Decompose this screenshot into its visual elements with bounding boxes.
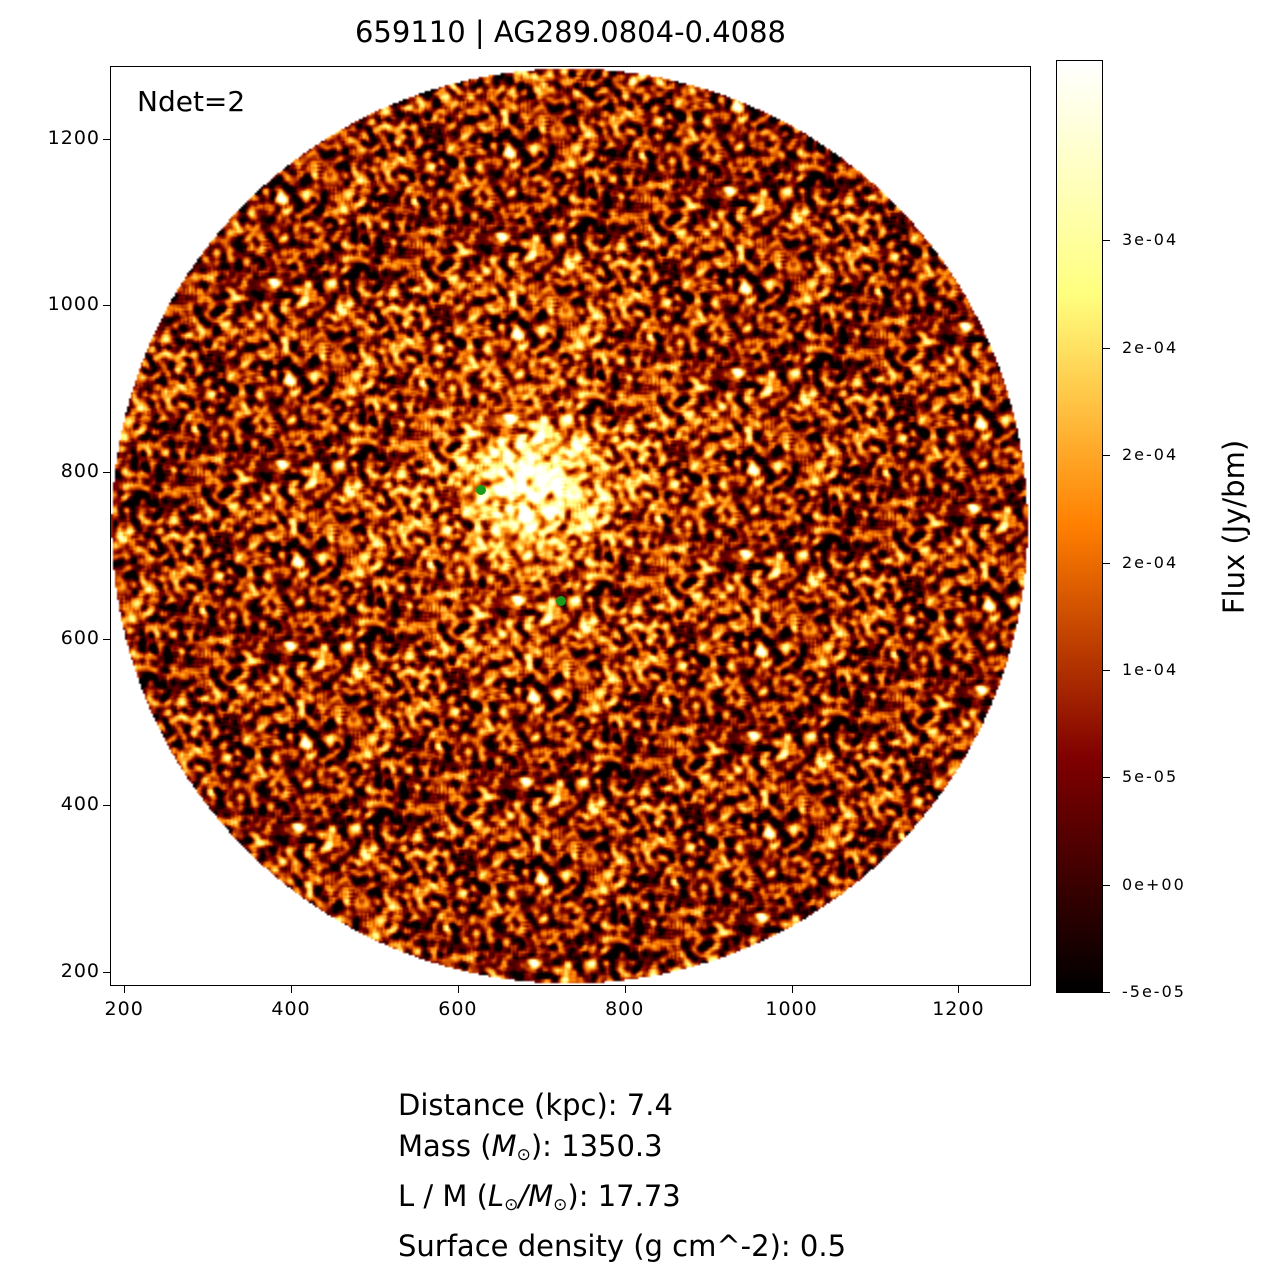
colorbar <box>1056 60 1103 993</box>
y-tick <box>103 138 110 140</box>
y-tick-label: 1200 <box>47 126 100 149</box>
distance-text: Distance (kpc): 7.4 <box>398 1088 673 1122</box>
y-tick-label: 200 <box>60 959 100 982</box>
surface-density-line: Surface density (g cm^-2): 0.5 <box>398 1226 846 1267</box>
x-tick <box>124 986 126 993</box>
mass-value: ): 1350.3 <box>530 1129 663 1163</box>
y-tick-label: 800 <box>60 459 100 482</box>
x-tick <box>291 986 293 993</box>
colorbar-tick-label: -5e-05 <box>1122 982 1186 1001</box>
slash: / <box>518 1179 529 1213</box>
colorbar-tick <box>1103 240 1110 242</box>
distance-line: Distance (kpc): 7.4 <box>398 1085 846 1126</box>
y-tick <box>103 305 110 307</box>
lm-value: ): 17.73 <box>567 1179 681 1213</box>
x-tick-label: 600 <box>438 998 478 1020</box>
sun-symbol: ⊙ <box>504 1195 519 1215</box>
lum-symbol: L <box>487 1179 505 1213</box>
colorbar-tick-label: 3e-04 <box>1122 230 1179 250</box>
colorbar-tick <box>1103 669 1110 671</box>
y-tick <box>103 471 110 473</box>
y-tick <box>103 638 110 640</box>
colorbar-tick-label: 2e-04 <box>1122 552 1179 572</box>
colorbar-tick-label: 2e-04 <box>1122 337 1179 357</box>
colorbar-tick <box>1103 777 1110 779</box>
lm-line: L / M (L⊙/M⊙): 17.73 <box>398 1176 846 1226</box>
x-tick-label: 200 <box>104 998 144 1020</box>
x-tick <box>457 986 459 993</box>
colorbar-tick <box>1103 884 1110 886</box>
y-tick-label: 600 <box>60 626 100 649</box>
colorbar-tick-label: 2e-04 <box>1122 445 1179 465</box>
detection-point <box>555 596 566 607</box>
mass-prefix: Mass ( <box>398 1129 492 1163</box>
sun-symbol: ⊙ <box>516 1145 531 1165</box>
colorbar-tick-label: 5e-05 <box>1122 767 1179 787</box>
x-tick <box>958 986 960 993</box>
surface-density-text: Surface density (g cm^-2): 0.5 <box>398 1229 847 1263</box>
mass-symbol: M <box>491 1129 517 1163</box>
chart-title: 659110 | AG289.0804-0.4088 <box>354 15 787 49</box>
detection-point <box>476 485 487 496</box>
x-tick <box>624 986 626 993</box>
x-tick-label: 400 <box>271 998 311 1020</box>
mass-symbol: M <box>528 1179 554 1213</box>
plot-axes: Ndet=2 <box>110 66 1031 986</box>
sun-symbol: ⊙ <box>553 1195 568 1215</box>
y-tick-label: 400 <box>60 793 100 816</box>
source-info: Distance (kpc): 7.4 Mass (M⊙): 1350.3 L … <box>398 1085 846 1267</box>
x-tick-label: 1000 <box>765 998 818 1020</box>
colorbar-tick-label: 1e-04 <box>1122 659 1179 679</box>
colorbar-tick <box>1103 347 1110 349</box>
colorbar-tick <box>1103 455 1110 457</box>
x-tick-label: 800 <box>605 998 645 1020</box>
ndet-annotation: Ndet=2 <box>137 85 246 118</box>
mass-line: Mass (M⊙): 1350.3 <box>398 1126 846 1176</box>
colorbar-label: Flux (Jy/bm) <box>1217 439 1251 615</box>
lm-prefix: L / M ( <box>398 1179 488 1213</box>
colorbar-tick-label: 0e+00 <box>1122 874 1186 894</box>
x-tick-label: 1200 <box>932 998 985 1020</box>
colorbar-tick <box>1103 562 1110 564</box>
colorbar-gradient <box>1057 61 1102 992</box>
y-tick-label: 1000 <box>47 293 100 316</box>
flux-image <box>111 67 1030 985</box>
y-tick <box>103 805 110 807</box>
y-tick <box>103 971 110 973</box>
x-tick <box>791 986 793 993</box>
colorbar-tick <box>1103 992 1110 993</box>
